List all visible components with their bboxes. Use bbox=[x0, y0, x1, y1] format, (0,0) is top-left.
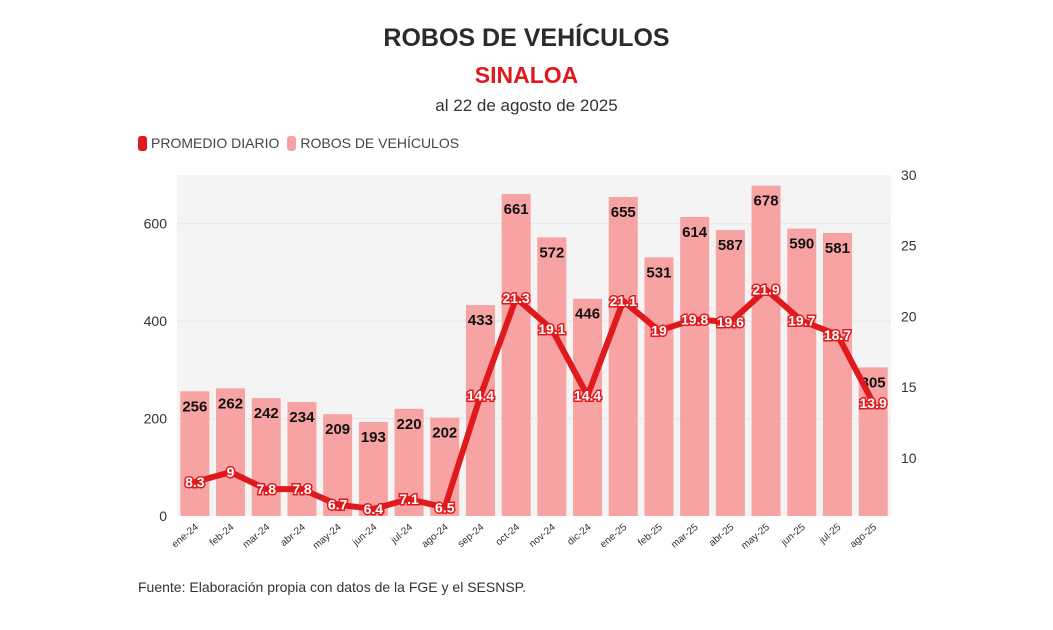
bar bbox=[751, 185, 781, 516]
x-tick-label: ago-25 bbox=[848, 522, 879, 551]
x-tick-label: jul-25 bbox=[817, 522, 844, 547]
legend: PROMEDIO DIARIO ROBOS DE VEHÍCULOS bbox=[138, 134, 467, 152]
bar bbox=[822, 232, 852, 516]
bar bbox=[858, 367, 888, 516]
line-series-promedio bbox=[191, 286, 877, 512]
bar bbox=[537, 237, 567, 516]
chart-dateline: al 22 de agosto de 2025 bbox=[435, 96, 618, 115]
line-point-label: 18.7 bbox=[824, 327, 851, 343]
line-point-label: 14.4 bbox=[574, 388, 601, 404]
line-point-label: 13.9 bbox=[860, 395, 887, 411]
x-tick-label: ene-25 bbox=[598, 522, 629, 551]
bar-value-label: 531 bbox=[646, 264, 671, 281]
source-note: Fuente: Elaboración propia con datos de … bbox=[138, 579, 527, 595]
x-tick-label: ene-24 bbox=[170, 522, 201, 551]
x-tick-label: feb-25 bbox=[636, 522, 665, 549]
y-left-tick-label: 400 bbox=[144, 313, 168, 329]
y-right-tick-label: 30 bbox=[901, 167, 917, 183]
plot-area bbox=[177, 175, 891, 516]
legend-bar-swatch-icon bbox=[287, 135, 297, 151]
x-tick-label: mar-25 bbox=[669, 522, 701, 551]
chart-subtitle: SINALOA bbox=[474, 62, 579, 88]
bar-value-label: 234 bbox=[289, 409, 315, 426]
line-point-label: 7.1 bbox=[399, 491, 419, 507]
x-tick-label: jun-25 bbox=[779, 522, 808, 549]
bar-value-label: 587 bbox=[718, 237, 743, 254]
line-point-label: 19.1 bbox=[538, 321, 565, 337]
x-tick-label: may-24 bbox=[311, 522, 344, 552]
x-tick-label: nov-24 bbox=[527, 522, 558, 550]
bar-value-label: 661 bbox=[504, 201, 529, 218]
x-tick-label: mar-24 bbox=[241, 522, 273, 551]
line-point-label: 9 bbox=[227, 464, 235, 480]
x-tick-label: jun-24 bbox=[350, 522, 379, 549]
y-right-tick-label: 10 bbox=[901, 450, 917, 466]
y-left-tick-label: 0 bbox=[159, 508, 167, 524]
x-tick-label: abr-24 bbox=[279, 522, 309, 549]
legend-bar-label: ROBOS DE VEHÍCULOS bbox=[300, 135, 460, 151]
chart-title: ROBOS DE VEHÍCULOS bbox=[383, 24, 670, 52]
line-point-label: 6.7 bbox=[328, 497, 348, 513]
y-right-tick-label: 15 bbox=[901, 379, 917, 395]
x-tick-label: jul-24 bbox=[388, 522, 415, 547]
bar bbox=[787, 228, 817, 517]
y-right-tick-label: 25 bbox=[901, 238, 917, 254]
line-point-label: 14.4 bbox=[467, 388, 494, 404]
bar bbox=[180, 391, 210, 516]
bar-value-label: 614 bbox=[682, 224, 708, 241]
line-point-label: 19.6 bbox=[717, 314, 744, 330]
x-tick-label: dic-24 bbox=[566, 522, 594, 548]
bar bbox=[680, 216, 710, 516]
y-left-tick-label: 600 bbox=[144, 216, 168, 232]
bar bbox=[608, 196, 638, 516]
bar bbox=[573, 298, 603, 516]
x-tick-label: ago-24 bbox=[420, 522, 451, 551]
line-point-label: 6.5 bbox=[435, 500, 455, 516]
bar-value-label: 262 bbox=[218, 395, 243, 412]
bar-value-label: 678 bbox=[754, 193, 779, 210]
bar-value-label: 193 bbox=[361, 429, 386, 446]
legend-item-line: PROMEDIO DIARIO bbox=[138, 135, 279, 151]
line-point-label: 6.4 bbox=[364, 501, 384, 517]
line-point-label: 21.9 bbox=[752, 282, 779, 298]
legend-line-swatch-icon bbox=[138, 135, 147, 151]
bar-value-label: 581 bbox=[825, 240, 850, 257]
bar bbox=[287, 402, 317, 516]
bar bbox=[644, 257, 674, 516]
x-tick-label: may-25 bbox=[739, 522, 772, 552]
line-point-label: 21.3 bbox=[503, 290, 530, 306]
y-left-tick-label: 200 bbox=[144, 411, 168, 427]
x-tick-label: sep-24 bbox=[456, 522, 487, 550]
y-right-tick-label: 20 bbox=[901, 308, 917, 324]
x-tick-label: abr-25 bbox=[707, 522, 737, 549]
bar-value-label: 209 bbox=[325, 421, 350, 438]
bar-value-label: 446 bbox=[575, 306, 600, 323]
bar bbox=[715, 230, 745, 516]
bar-value-label: 433 bbox=[468, 312, 493, 329]
line-point-label: 19 bbox=[651, 323, 667, 339]
x-tick-label: feb-24 bbox=[208, 522, 237, 549]
line-point-label: 7.8 bbox=[292, 481, 312, 497]
bar bbox=[216, 388, 246, 516]
bar bbox=[358, 421, 388, 516]
bar-value-label: 202 bbox=[432, 425, 457, 442]
bar bbox=[251, 398, 281, 516]
bar-value-label: 220 bbox=[397, 416, 422, 433]
line-point-label: 19.8 bbox=[681, 311, 708, 327]
x-tick-label: oct-24 bbox=[494, 522, 523, 549]
bar bbox=[465, 305, 495, 516]
bar-value-label: 572 bbox=[539, 244, 564, 261]
legend-item-bar: ROBOS DE VEHÍCULOS bbox=[287, 135, 459, 151]
line-point-label: 7.8 bbox=[257, 481, 277, 497]
bar-value-label: 590 bbox=[789, 236, 814, 253]
bar-value-label: 256 bbox=[182, 398, 207, 415]
bar-value-label: 655 bbox=[611, 204, 636, 221]
line-point-label: 8.3 bbox=[185, 474, 205, 490]
line-point-label: 21.1 bbox=[610, 293, 637, 309]
legend-line-label: PROMEDIO DIARIO bbox=[151, 135, 280, 151]
bar bbox=[501, 193, 531, 516]
bar-value-label: 242 bbox=[254, 405, 279, 422]
line-point-label: 19.7 bbox=[788, 313, 815, 329]
